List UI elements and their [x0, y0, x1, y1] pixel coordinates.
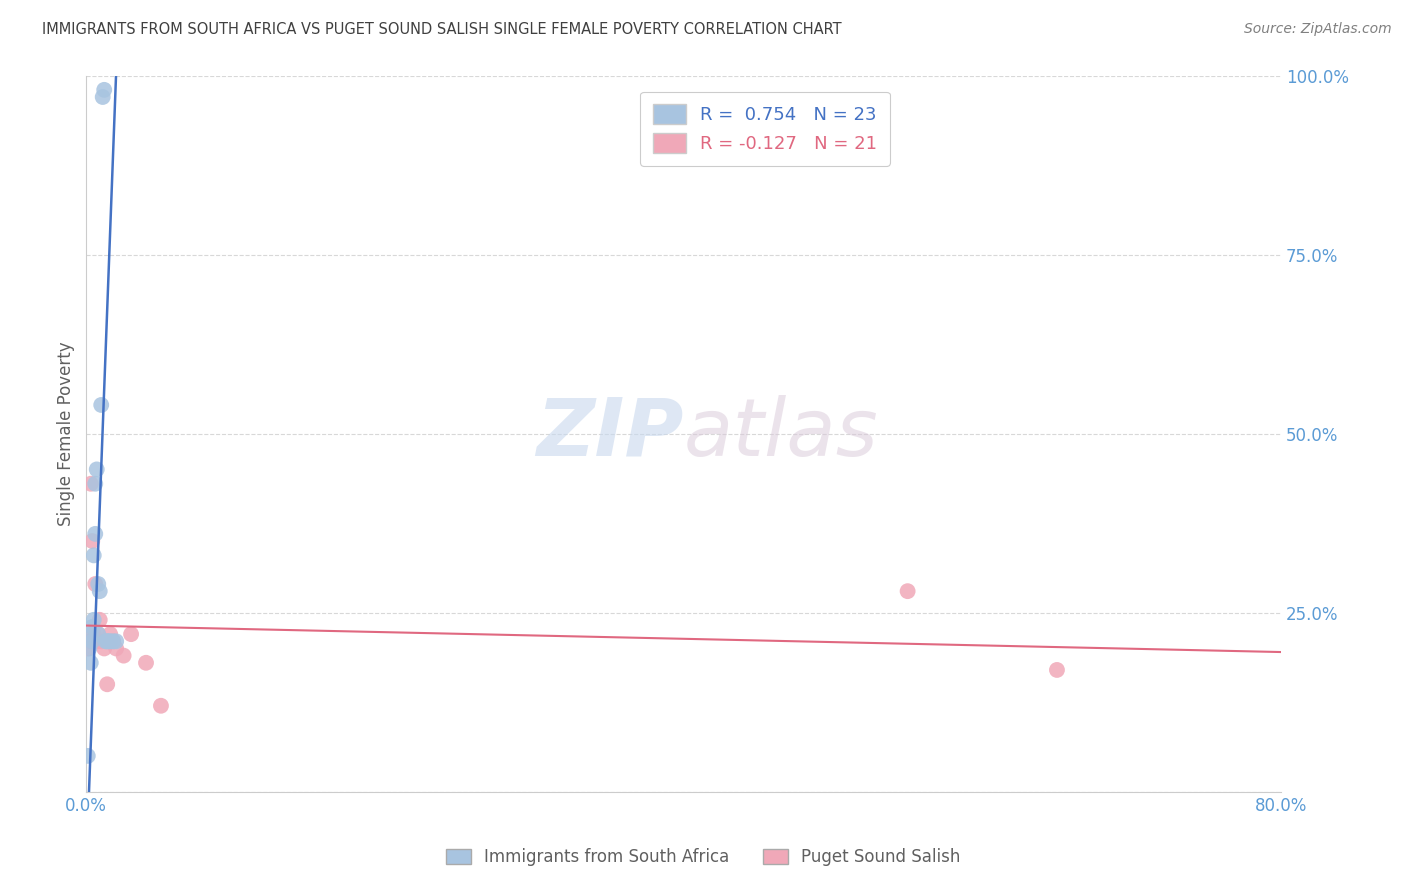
Point: [897, 584, 920, 599]
Point: [97, 634, 120, 648]
Point: [77, 641, 100, 656]
Point: [120, 627, 142, 641]
Legend: Immigrants from South Africa, Puget Sound Salish: Immigrants from South Africa, Puget Soun…: [437, 840, 969, 875]
Point: [96, 634, 118, 648]
Legend: R =  0.754   N = 23, R = -0.127   N = 21: R = 0.754 N = 23, R = -0.127 N = 21: [640, 92, 890, 166]
Point: [91, 90, 114, 104]
Point: [90, 634, 112, 648]
Point: [87, 627, 110, 641]
Point: [112, 648, 135, 663]
Y-axis label: Single Female Poverty: Single Female Poverty: [58, 342, 75, 526]
Point: [90, 398, 112, 412]
Point: [77, 634, 100, 648]
Point: [101, 634, 124, 648]
Point: [1046, 663, 1069, 677]
Point: [96, 677, 118, 691]
Point: [93, 641, 115, 656]
Point: [87, 627, 110, 641]
Point: [80, 656, 103, 670]
Point: [76, 641, 98, 656]
Point: [94, 634, 117, 648]
Point: [101, 634, 124, 648]
Point: [86, 634, 108, 648]
Point: [105, 641, 128, 656]
Text: Source: ZipAtlas.com: Source: ZipAtlas.com: [1244, 22, 1392, 37]
Point: [89, 613, 111, 627]
Point: [80, 627, 103, 641]
Text: ZIP: ZIP: [536, 394, 683, 473]
Point: [84, 476, 107, 491]
Point: [82, 620, 104, 634]
Point: [86, 462, 108, 476]
Point: [83, 613, 105, 627]
Point: [76, 748, 98, 763]
Point: [80, 476, 103, 491]
Text: IMMIGRANTS FROM SOUTH AFRICA VS PUGET SOUND SALISH SINGLE FEMALE POVERTY CORRELA: IMMIGRANTS FROM SOUTH AFRICA VS PUGET SO…: [42, 22, 842, 37]
Point: [87, 577, 110, 591]
Point: [84, 527, 107, 541]
Point: [89, 584, 111, 599]
Point: [98, 634, 121, 648]
Text: atlas: atlas: [683, 394, 879, 473]
Point: [149, 698, 172, 713]
Point: [82, 634, 104, 648]
Point: [105, 634, 128, 648]
Point: [82, 534, 104, 549]
Point: [83, 549, 105, 563]
Point: [93, 83, 115, 97]
Point: [83, 627, 105, 641]
Point: [84, 577, 107, 591]
Point: [98, 627, 121, 641]
Point: [135, 656, 157, 670]
